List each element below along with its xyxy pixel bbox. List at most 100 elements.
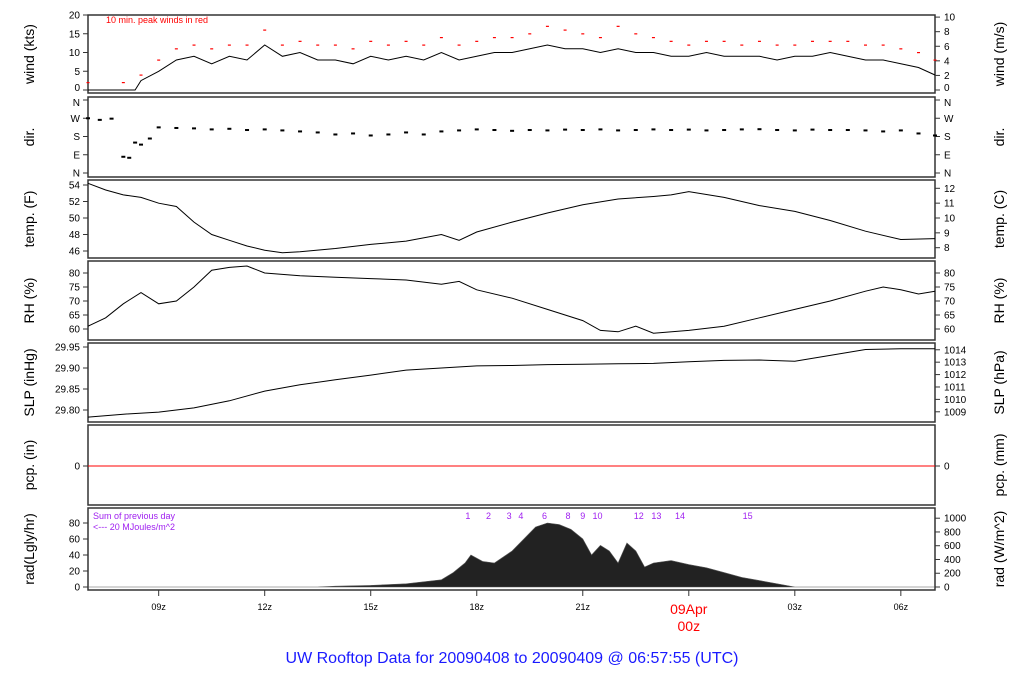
dir-ytick-label-left: W xyxy=(71,114,81,125)
dir-point xyxy=(121,155,126,158)
rad-hour-marker: 4 xyxy=(518,511,523,521)
dir-ytick-label-right: N xyxy=(944,98,951,109)
pcp-ylabel-right: pcp. (mm) xyxy=(991,434,1007,497)
slp-ytick-label-right: 1010 xyxy=(944,395,967,406)
rad-hour-marker: 12 xyxy=(634,511,644,521)
wind-ylabel-right: wind (m/s) xyxy=(991,22,1007,88)
dir-point xyxy=(421,133,426,136)
dir-point xyxy=(315,131,320,134)
wind-peak-point xyxy=(351,48,355,50)
dir-frame xyxy=(87,96,936,178)
wind-peak-point xyxy=(669,40,673,42)
pcp-panel: pcp. (in) pcp. (mm) 0 0 xyxy=(21,424,1007,506)
dir-point xyxy=(510,129,515,132)
dir-point xyxy=(156,126,161,129)
wind-peak-point xyxy=(475,40,479,42)
dir-point xyxy=(351,132,356,135)
rad-ylabel-right: rad (W/m^2) xyxy=(991,511,1007,588)
dir-point xyxy=(133,141,138,144)
dir-point xyxy=(580,129,585,132)
wind-peak-point xyxy=(157,59,161,61)
rad-ytick-label-right: 200 xyxy=(944,569,961,580)
wind-ytick-label-right: 8 xyxy=(944,27,950,38)
wind-peak-point xyxy=(545,25,549,27)
x-tick-label: 18z xyxy=(469,602,484,612)
slp-ytick-label-left: 29.95 xyxy=(55,343,80,354)
dir-point xyxy=(933,134,937,137)
dir-point xyxy=(147,137,152,140)
pcp-ylabel-left: pcp. (in) xyxy=(21,440,37,491)
rad-hour-marker: 14 xyxy=(675,511,685,521)
dir-point xyxy=(492,129,497,132)
dir-ytick-label-right: W xyxy=(944,114,954,125)
rad-area xyxy=(88,522,935,588)
slp-ylabel-left: SLP (inHg) xyxy=(21,348,37,416)
pcp-ytick-label-left: 0 xyxy=(74,462,80,473)
wind-peak-point xyxy=(86,82,90,84)
wind-ytick-label-right: 4 xyxy=(944,56,950,67)
dir-ytick-label-right: N xyxy=(944,169,951,180)
slp-ytick-label-left: 29.80 xyxy=(55,406,80,417)
wind-peak-point xyxy=(422,44,426,46)
wind-peak-point xyxy=(740,44,744,46)
rad-hour-marker: 13 xyxy=(651,511,661,521)
slp-frame xyxy=(87,342,936,423)
rad-ytick-label-right: 400 xyxy=(944,555,961,566)
dir-ytick-label-left: N xyxy=(73,169,80,180)
slp-line xyxy=(87,348,935,418)
dir-point xyxy=(598,128,603,131)
wind-peak-point xyxy=(510,37,514,39)
dir-point xyxy=(739,128,744,131)
wind-peak-point xyxy=(528,33,532,35)
wind-peak-point xyxy=(404,40,408,42)
rad-hour-marker: 8 xyxy=(566,511,571,521)
rad-ytick-label-right: 600 xyxy=(944,541,961,552)
rad-hour-marker: 1 xyxy=(465,511,470,521)
slp-ytick-label-right: 1014 xyxy=(944,345,967,356)
temp-ytick-label-right: 11 xyxy=(944,199,955,210)
dir-ytick-label-left: N xyxy=(73,98,80,109)
dir-point xyxy=(333,133,338,136)
temp-frame xyxy=(87,179,936,259)
wind-peak-point xyxy=(457,44,461,46)
rh-ytick-label-right: 60 xyxy=(944,325,956,336)
rad-hour-marker: 2 xyxy=(486,511,491,521)
rad-ytick-label-left: 40 xyxy=(69,551,81,562)
dir-point xyxy=(616,129,621,132)
x-tick-label: 00z xyxy=(678,618,701,634)
wind-ytick-label-right: 6 xyxy=(944,42,950,53)
rh-ytick-label-right: 70 xyxy=(944,297,956,308)
wind-ytick-label-left: 0 xyxy=(74,83,80,94)
dir-point xyxy=(386,133,391,136)
dir-point xyxy=(722,129,727,132)
footer-title: UW Rooftop Data for 20090408 to 20090409… xyxy=(285,650,739,667)
dir-point xyxy=(792,129,797,132)
wind-peak-point xyxy=(563,29,567,31)
dir-point xyxy=(262,128,267,131)
wind-ytick-label-right: 2 xyxy=(944,71,950,82)
slp-ytick-label-right: 1009 xyxy=(944,407,967,418)
dir-point xyxy=(192,127,197,130)
wind-frame xyxy=(87,14,936,94)
wind-ylabel-left: wind (kts) xyxy=(21,24,37,85)
wind-ytick-label-left: 10 xyxy=(69,48,81,59)
wind-peak-point xyxy=(899,48,903,50)
rad-ytick-label-left: 80 xyxy=(69,519,81,530)
wind-peak-point xyxy=(881,44,885,46)
rad-hour-marker: 9 xyxy=(580,511,585,521)
slp-panel: SLP (inHg) SLP (hPa) 29.80 29.85 29.90 29.95 1… xyxy=(21,342,1007,423)
temp-ytick-label-right: 10 xyxy=(944,214,956,225)
rh-ytick-label-right: 75 xyxy=(944,283,956,294)
wind-peak-point xyxy=(386,44,390,46)
rad-ytick-label-left: 60 xyxy=(69,535,81,546)
temp-ytick-label-left: 48 xyxy=(69,230,81,241)
rad-hour-marker: 6 xyxy=(542,511,547,521)
rad-ytick-label-left: 20 xyxy=(69,567,81,578)
temp-ytick-label-left: 52 xyxy=(69,197,81,208)
wind-peak-point xyxy=(245,44,249,46)
wind-peak-point xyxy=(139,74,143,76)
dir-ylabel-left: dir. xyxy=(21,128,37,147)
dir-point xyxy=(651,128,656,131)
rh-ytick-label-left: 70 xyxy=(69,297,81,308)
